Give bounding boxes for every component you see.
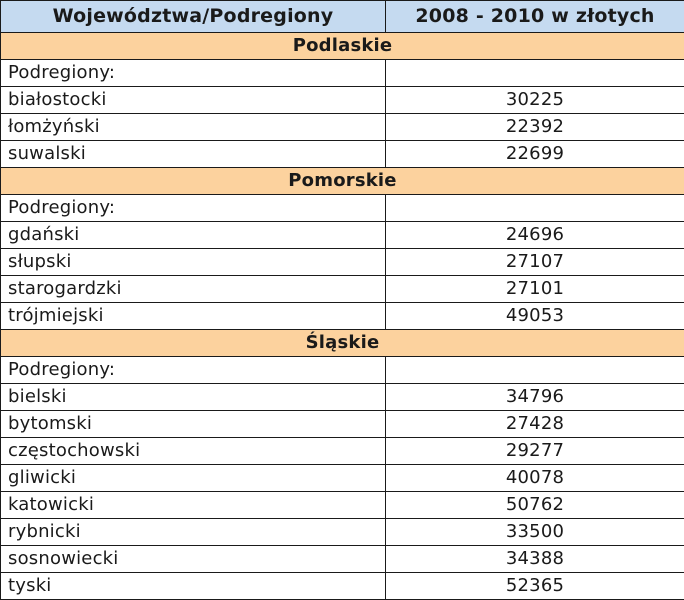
subregion-value: 50762 xyxy=(386,492,684,519)
region-row: Śląskie xyxy=(1,330,684,357)
subregion-name: słupski xyxy=(1,249,386,276)
header-row: Województwa/Podregiony 2008 - 2010 w zło… xyxy=(1,1,684,33)
subregion-value: 34388 xyxy=(386,546,684,573)
subregion-name: rybnicki xyxy=(1,519,386,546)
subregion-value: 22699 xyxy=(386,141,684,168)
subregion-name: starogardzki xyxy=(1,276,386,303)
subheader-label: Podregiony: xyxy=(1,60,386,87)
region-name: Podlaskie xyxy=(1,33,684,60)
subregion-value: 49053 xyxy=(386,303,684,330)
subregion-value: 27101 xyxy=(386,276,684,303)
subregion-name: gliwicki xyxy=(1,465,386,492)
subregion-name: trójmiejski xyxy=(1,303,386,330)
subheader-row: Podregiony: xyxy=(1,195,684,222)
header-value-column: 2008 - 2010 w złotych xyxy=(386,1,684,33)
subheader-label: Podregiony: xyxy=(1,195,386,222)
subregion-value: 27428 xyxy=(386,411,684,438)
subregion-name: katowicki xyxy=(1,492,386,519)
subregion-name: bytomski xyxy=(1,411,386,438)
subregion-name: tyski xyxy=(1,573,386,600)
header-region-column: Województwa/Podregiony xyxy=(1,1,386,33)
subregion-name: suwalski xyxy=(1,141,386,168)
subregion-name: sosnowiecki xyxy=(1,546,386,573)
subregion-value: 22392 xyxy=(386,114,684,141)
subregion-value: 24696 xyxy=(386,222,684,249)
subregion-value: 33500 xyxy=(386,519,684,546)
subheader-row: Podregiony: xyxy=(1,60,684,87)
region-name: Śląskie xyxy=(1,330,684,357)
subregion-name: łomżyński xyxy=(1,114,386,141)
subregion-name: częstochowski xyxy=(1,438,386,465)
subregion-value: 29277 xyxy=(386,438,684,465)
subregion-name: białostocki xyxy=(1,87,386,114)
subheader-empty-cell xyxy=(386,357,684,384)
subheader-empty-cell xyxy=(386,195,684,222)
region-row: Podlaskie xyxy=(1,33,684,60)
subregion-value: 34796 xyxy=(386,384,684,411)
subheader-row: Podregiony: xyxy=(1,357,684,384)
region-name: Pomorskie xyxy=(1,168,684,195)
subheader-empty-cell xyxy=(386,60,684,87)
subregion-value: 30225 xyxy=(386,87,684,114)
subregion-value: 52365 xyxy=(386,573,684,600)
subheader-label: Podregiony: xyxy=(1,357,386,384)
subregion-value: 40078 xyxy=(386,465,684,492)
region-row: Pomorskie xyxy=(1,168,684,195)
subregion-name: bielski xyxy=(1,384,386,411)
subregion-value: 27107 xyxy=(386,249,684,276)
subregion-name: gdański xyxy=(1,222,386,249)
